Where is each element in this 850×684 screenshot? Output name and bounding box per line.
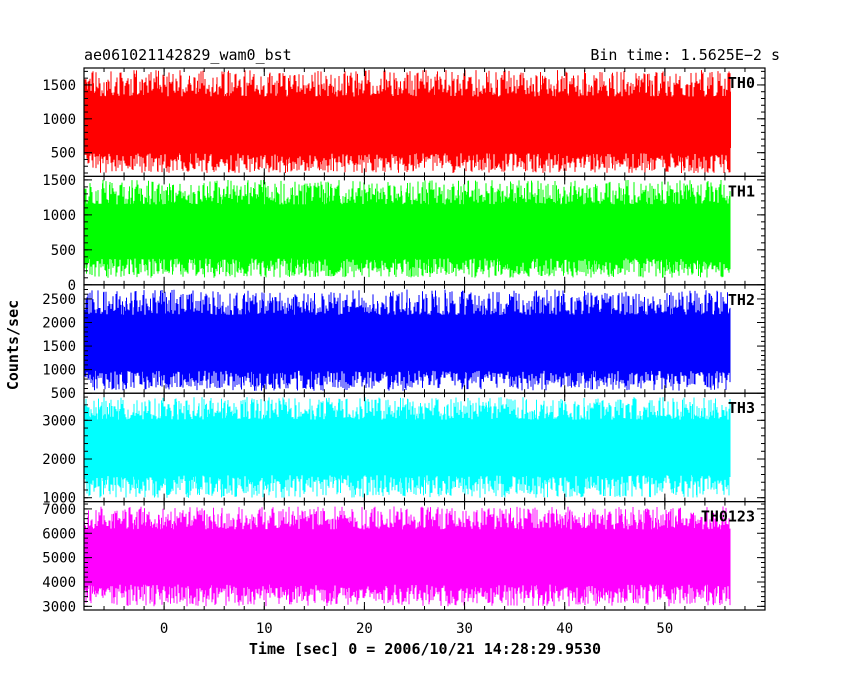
panel-label: TH1: [728, 182, 755, 200]
y-tick-label: 3000: [42, 413, 76, 429]
x-tick-label: 30: [456, 621, 473, 637]
y-tick-label: 2500: [42, 292, 76, 308]
series-core-th1: [84, 204, 730, 259]
y-tick-label: 500: [51, 243, 76, 259]
panel-label: TH0: [728, 74, 755, 92]
y-tick-label: 7000: [42, 502, 76, 518]
series-core-th2: [84, 314, 730, 371]
y-tick-label: 1500: [42, 339, 76, 355]
panel-label: TH0123: [701, 508, 755, 526]
y-tick-label: 500: [51, 146, 76, 162]
panel-th3: 1000 2000 3000 TH3: [42, 392, 766, 507]
y-tick-label: 4000: [42, 575, 76, 591]
y-tick-label: 0: [68, 278, 76, 294]
y-axis-label: Counts/sec: [4, 300, 22, 390]
panel-th2: 500 1000 1500 2000 2500 TH2: [42, 284, 766, 402]
y-tick-label: 1500: [42, 173, 76, 189]
x-tick-label: 0: [160, 621, 168, 637]
y-tick-label: 1500: [42, 78, 76, 94]
chart-title-left: ae061021142829_wam0_bst: [84, 46, 292, 64]
y-tick-label: 2000: [42, 452, 76, 468]
x-axis: 0 10 20 30 40 50: [160, 621, 673, 637]
x-axis-label: Time [sec] 0 = 2006/10/21 14:28:29.9530: [249, 640, 601, 658]
y-tick-label: 6000: [42, 526, 76, 542]
panel-th1: 0 500 1000 1500 TH1: [42, 173, 766, 294]
x-tick-label: 20: [356, 621, 373, 637]
y-tick-label: 5000: [42, 551, 76, 567]
y-tick-label: 1000: [42, 491, 76, 507]
series-core-th3: [84, 419, 730, 476]
x-tick-label: 40: [556, 621, 573, 637]
y-tick-label: 1000: [42, 112, 76, 128]
panel-label: TH3: [728, 399, 755, 417]
y-tick-label: 1000: [42, 208, 76, 224]
y-tick-label: 1000: [42, 363, 76, 379]
series-core-th0: [84, 96, 730, 154]
y-tick-label: 3000: [42, 599, 76, 615]
y-tick-label: 2000: [42, 316, 76, 332]
x-tick-label: 10: [256, 621, 273, 637]
y-tick-label: 500: [51, 386, 76, 402]
panel-label: TH2: [728, 291, 755, 309]
chart-title-right: Bin time: 1.5625E−2 s: [590, 46, 780, 64]
panel-th0123: 3000 4000 5000 6000 7000 TH0123: [42, 501, 766, 615]
series-core-th0123: [84, 529, 730, 585]
x-tick-label: 50: [656, 621, 673, 637]
panels-group: 500 1000 1500 TH0 0 500 1000 1500 TH1 500 1000 1500…: [42, 67, 766, 615]
panel-th0: 500 1000 1500 TH0: [42, 67, 766, 178]
